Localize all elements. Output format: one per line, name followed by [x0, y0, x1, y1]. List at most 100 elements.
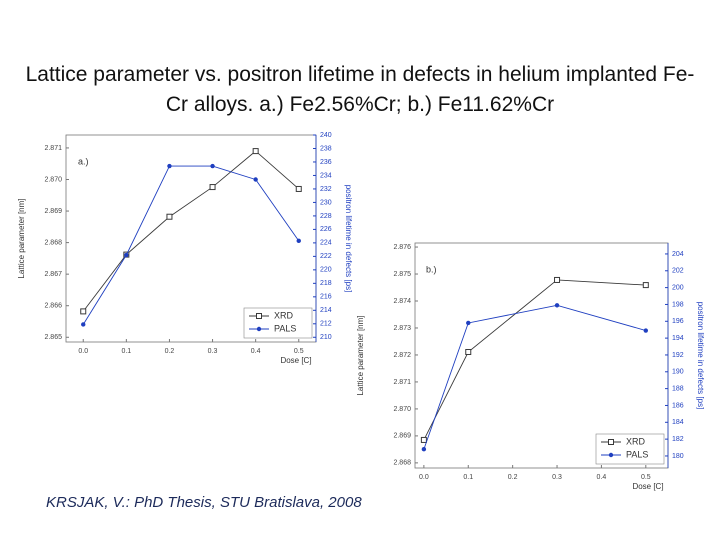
y-tick-label: 2.872 [393, 352, 411, 359]
y2-tick-label: 226 [320, 226, 332, 233]
y2-tick-label: 190 [672, 369, 684, 376]
marker [167, 163, 172, 169]
legend-label: PALS [274, 323, 296, 333]
legend-marker [256, 313, 262, 319]
x-tick-label: 0.1 [463, 474, 473, 481]
marker [209, 184, 216, 191]
marker [296, 238, 301, 244]
marker [643, 328, 649, 333]
y-tick-label: 2.866 [44, 303, 62, 310]
marker [421, 447, 427, 452]
y2-tick-label: 204 [672, 251, 684, 258]
x-tick-label: 0.4 [251, 348, 261, 355]
marker [252, 148, 259, 155]
legend-marker [608, 452, 614, 458]
y2-tick-label: 186 [672, 402, 684, 409]
y-tick-label: 2.870 [44, 176, 62, 183]
y2-tick-label: 192 [672, 352, 684, 359]
x-tick-label: 0.1 [121, 348, 131, 355]
y2-tick-label: 230 [320, 199, 332, 206]
panel-label: b.) [426, 264, 437, 274]
y-tick-label: 2.868 [44, 239, 62, 246]
x-tick-label: 0.3 [552, 474, 562, 481]
marker [465, 348, 472, 355]
y2-tick-label: 224 [320, 240, 332, 247]
y-tick-label: 2.869 [393, 433, 411, 440]
y2-tick-label: 180 [672, 453, 684, 460]
x-tick-label: 0.0 [78, 348, 88, 355]
y2-axis-label: positron lifetime in defects [ps] [696, 302, 705, 410]
y2-tick-label: 188 [672, 385, 684, 392]
y2-tick-label: 212 [320, 321, 332, 328]
series-line [423, 279, 646, 441]
x-tick-label: 0.2 [165, 348, 175, 355]
y2-tick-label: 236 [320, 159, 332, 166]
y2-tick-label: 216 [320, 294, 332, 301]
marker [554, 276, 561, 283]
y2-tick-label: 202 [672, 268, 684, 275]
series-line [82, 150, 300, 312]
legend-label: XRD [274, 310, 294, 320]
y-axis-label: Lattice parameter [nm] [356, 315, 365, 395]
marker [80, 308, 87, 315]
marker [166, 213, 173, 220]
y2-tick-label: 228 [320, 213, 332, 220]
y2-tick-label: 238 [320, 145, 332, 152]
legend-marker [256, 326, 262, 332]
y-tick-label: 2.874 [393, 298, 411, 305]
series-line [423, 304, 646, 450]
y2-tick-label: 222 [320, 253, 332, 260]
x-tick-label: 0.5 [641, 474, 651, 481]
y2-tick-label: 232 [320, 186, 332, 193]
y2-tick-label: 240 [320, 132, 332, 139]
y2-tick-label: 184 [672, 419, 684, 426]
panel-label: a.) [78, 156, 89, 166]
series-line [82, 165, 300, 325]
y-tick-label: 2.870 [393, 406, 411, 413]
y2-tick-label: 234 [320, 172, 332, 179]
y-tick-label: 2.867 [44, 271, 62, 278]
y-tick-label: 2.876 [393, 244, 411, 251]
marker [81, 322, 86, 327]
y2-tick-label: 200 [672, 284, 684, 291]
legend-box [243, 307, 313, 339]
y2-tick-label: 198 [672, 301, 684, 308]
y-axis-label: Lattice parameter [nm] [17, 198, 26, 278]
legend-marker [608, 439, 614, 445]
slide-title: Lattice parameter vs. positron lifetime … [25, 63, 695, 116]
y-tick-label: 2.875 [393, 271, 411, 278]
y-tick-label: 2.868 [393, 460, 411, 467]
y-tick-label: 2.871 [44, 145, 62, 152]
marker [210, 163, 215, 169]
y-tick-label: 2.865 [44, 334, 62, 341]
marker [253, 177, 258, 182]
y2-tick-label: 194 [672, 335, 684, 342]
marker [420, 436, 427, 443]
x-axis-label: Dose [C] [632, 482, 663, 491]
x-tick-label: 0.4 [597, 474, 607, 481]
legend-label: PALS [626, 449, 648, 459]
y-tick-label: 2.871 [393, 379, 411, 386]
y-tick-label: 2.873 [393, 325, 411, 332]
marker [295, 185, 302, 192]
x-axis-label: Dose [C] [280, 356, 311, 365]
y2-tick-label: 196 [672, 318, 684, 325]
legend-label: XRD [626, 436, 646, 446]
x-tick-label: 0.2 [508, 474, 518, 481]
y2-tick-label: 210 [320, 334, 332, 341]
x-tick-label: 0.3 [208, 348, 218, 355]
y2-tick-label: 182 [672, 436, 684, 443]
y2-axis-label: positron lifetime in defects [ps] [344, 185, 353, 293]
legend-box [595, 433, 665, 465]
citation: KRSJAK, V.: PhD Thesis, STU Bratislava, … [46, 494, 362, 511]
y2-tick-label: 214 [320, 307, 332, 314]
y-tick-label: 2.869 [44, 208, 62, 215]
marker [642, 282, 649, 289]
marker [124, 252, 129, 258]
y2-tick-label: 220 [320, 267, 332, 274]
y2-tick-label: 218 [320, 280, 332, 287]
marker [554, 303, 560, 308]
x-tick-label: 0.0 [419, 474, 429, 481]
